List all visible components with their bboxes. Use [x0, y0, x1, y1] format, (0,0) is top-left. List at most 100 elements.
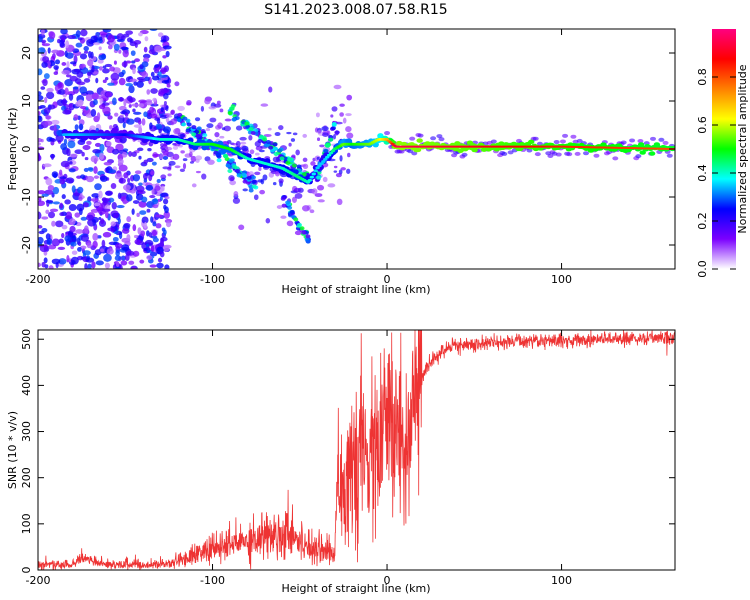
spectrogram-cell [86, 242, 92, 249]
spectrogram-cell [128, 151, 133, 157]
spectrogram-cell [287, 205, 293, 210]
spectrogram-cell [225, 163, 231, 168]
spectrogram-cell [280, 215, 287, 219]
spectrogram-cell [122, 122, 126, 129]
spectrogram-cell [138, 32, 143, 37]
spectrogram-cell [191, 183, 197, 188]
spectrogram-cell [145, 100, 153, 106]
spectrogram-cell [201, 173, 207, 180]
spectrogram-cell [54, 220, 64, 228]
spectrogram-cell [311, 188, 318, 195]
spectrogram-cell [342, 117, 347, 124]
spectrogram-cell [120, 260, 128, 266]
spectrogram-cell [82, 202, 89, 208]
spectrogram-cell [49, 208, 59, 213]
spectrogram-cell [334, 130, 340, 135]
spectrogram-cell [345, 113, 352, 117]
spectrogram-cell [85, 257, 95, 263]
spectrogram-cell [128, 97, 136, 103]
spectrogram-cell [163, 204, 167, 210]
spectrogram-cell [267, 127, 272, 131]
spectrogram-cell [51, 258, 61, 265]
spectrogram-cell [61, 224, 68, 230]
spectrogram-ridge-cell [311, 172, 316, 176]
spectrogram-cell [91, 261, 96, 269]
spectrogram-cell [42, 163, 52, 168]
spectrogram-cell [291, 196, 297, 203]
spectrogram-cell [172, 145, 179, 150]
spectrogram-cell [132, 67, 136, 75]
spectrogram-cell [316, 175, 322, 180]
spectrogram-cell [436, 134, 443, 139]
spectrogram-cell [90, 155, 99, 163]
spectrogram-cell [251, 179, 257, 184]
spectrogram-cell [140, 230, 146, 237]
spectrogram-cell [75, 42, 83, 48]
spectrogram-cell [170, 109, 176, 115]
spectrogram-cell [143, 46, 148, 53]
spectrogram-cell [50, 119, 60, 125]
spectrogram-cell [186, 102, 192, 106]
spectrogram-cell [216, 158, 222, 163]
spectrogram-cell [242, 179, 248, 184]
y-tick-label: 100 [20, 513, 33, 534]
spectrogram-cell [116, 39, 125, 43]
spectrogram-cell [156, 179, 161, 183]
spectrogram-cell [114, 173, 123, 180]
spectrogram-cell [280, 196, 286, 201]
spectrogram-cell [117, 217, 121, 225]
spectrogram-cell [109, 66, 116, 72]
spectrogram-cell [159, 195, 163, 202]
spectrogram-cell [322, 176, 328, 183]
spectrogram-cell [96, 112, 101, 120]
spectrogram-cell [151, 161, 157, 166]
spectrogram-cell [126, 118, 135, 125]
spectrogram-cell [90, 108, 97, 117]
spectrogram-cell [347, 152, 351, 158]
spectrogram-cell [50, 153, 55, 160]
spectrogram-ridge-cell [471, 147, 478, 153]
spectrogram-cell [59, 202, 64, 209]
spectrogram-cell [190, 155, 197, 162]
spectrogram-cell [156, 262, 164, 269]
spectrogram-cell [127, 177, 131, 184]
spectrogram-cell [168, 160, 176, 166]
spectrogram-cell [38, 142, 41, 146]
spectrogram-cell [162, 245, 170, 252]
spectrogram-ridge-cell [324, 155, 330, 159]
spectrogram-cell [134, 42, 138, 48]
spectrogram-cell [115, 266, 120, 269]
spectrogram-cell [149, 113, 158, 119]
spectrogram-cell [80, 216, 88, 221]
spectrogram-cell [114, 112, 119, 117]
spectrogram-cell [38, 236, 44, 244]
spectrogram-cell [64, 199, 71, 205]
spectrogram-cell [67, 91, 76, 96]
spectrogram-cell [47, 184, 55, 191]
spectrogram-cell [254, 152, 260, 156]
spectrogram-cell [47, 211, 56, 219]
spectrogram-cell [77, 139, 86, 145]
spectrogram-cell [277, 148, 283, 153]
spectrogram-cell [76, 203, 85, 212]
spectrogram-cell [160, 104, 165, 108]
spectrogram-cell [110, 221, 116, 227]
spectrogram-cell [95, 260, 104, 266]
spectrogram-cell [38, 91, 42, 96]
spectrogram-cell [103, 253, 112, 262]
spectrogram-cell [172, 153, 180, 160]
spectrogram-cell [143, 159, 148, 164]
spectrogram-cell [157, 71, 162, 76]
spectrogram-cell [165, 50, 170, 58]
spectrogram-x-axis: -200 -100 0 100 [26, 29, 572, 286]
spectrogram-cell [236, 173, 242, 178]
spectrogram-cell [52, 201, 60, 205]
spectrogram-cell [164, 196, 170, 200]
spectrogram-cell [115, 249, 120, 257]
spectrogram-cell [51, 220, 56, 227]
spectrogram-cell [179, 168, 185, 172]
spectrogram-cell [332, 134, 336, 140]
spectrogram-cell [246, 175, 252, 180]
spectrogram-cell [96, 36, 103, 41]
